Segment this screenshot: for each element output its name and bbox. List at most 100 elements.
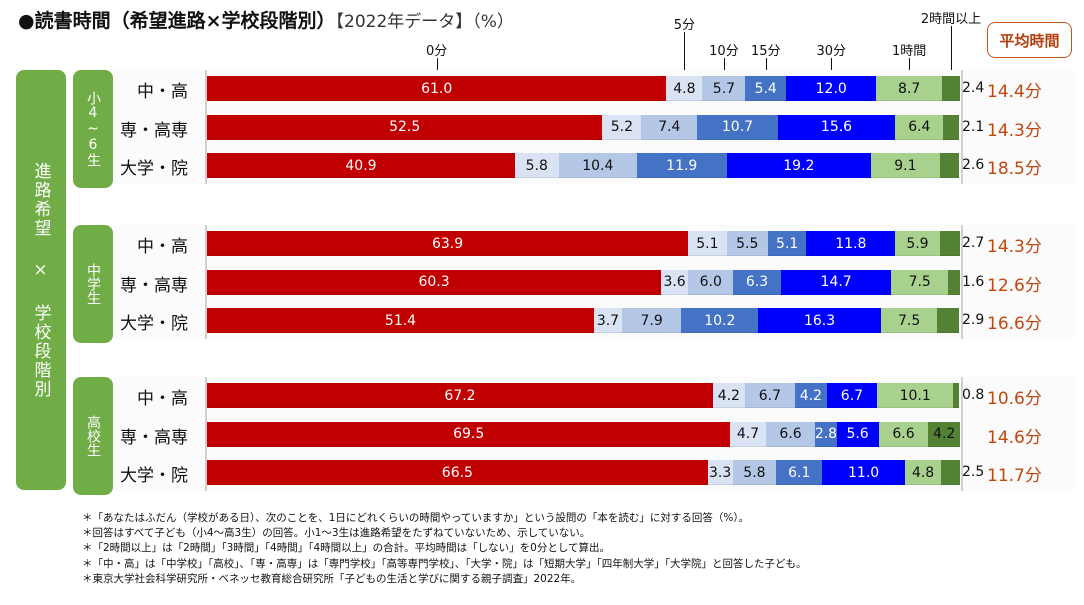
- bar-segment-1: 60.3: [207, 269, 662, 295]
- bar-segment-4: 2.8: [814, 421, 838, 447]
- row-label: 中・高: [137, 237, 188, 257]
- bar-segment-3: 7.9: [621, 308, 682, 333]
- data-label: 3.3: [709, 464, 732, 481]
- row-label: 中・高: [137, 389, 188, 409]
- data-label: 2.6: [962, 157, 985, 173]
- data-label: 16.3: [803, 312, 836, 329]
- legend-label: 0分: [426, 44, 448, 59]
- data-label: 40.9: [345, 157, 377, 174]
- bar-segment-6: 10.1: [877, 383, 954, 408]
- bar-segment-7: [939, 231, 960, 256]
- bar-segment-7: [939, 153, 960, 178]
- bar-segment-1: 69.5: [207, 421, 731, 447]
- bar-segment-2: 4.2: [713, 383, 745, 408]
- bar-segment-1: 63.9: [207, 231, 689, 256]
- bar-segment-5: 12.0: [786, 76, 877, 101]
- data-label: 2.5: [962, 464, 985, 480]
- row-label: 中・高: [137, 82, 188, 102]
- bar-segment-2: 3.6: [661, 269, 689, 295]
- group-label: 小4~6生: [73, 70, 113, 188]
- data-label: 2.9: [962, 312, 985, 328]
- bar-segment-6: 6.6: [878, 421, 929, 447]
- bar-segment-5: 15.6: [777, 114, 896, 140]
- average-time-value: 14.3分: [987, 120, 1042, 141]
- bar-segment-5: 6.7: [826, 383, 878, 408]
- bar-segment-3: 5.7: [702, 76, 746, 101]
- bar-segment-1: 67.2: [207, 383, 714, 408]
- data-label: 5.6: [846, 426, 869, 442]
- data-label: 61.0: [421, 80, 453, 97]
- bar-segment-1: 66.5: [207, 460, 708, 485]
- bar-segment-4: 6.3: [733, 269, 781, 295]
- bar-segment-7: [947, 269, 960, 295]
- bar-segment-3: 10.4: [558, 153, 637, 178]
- average-time-value: 12.6分: [987, 275, 1042, 296]
- bar-segment-7: [941, 460, 960, 485]
- row-label: 大学・院: [120, 314, 188, 334]
- bar-segment-2: 5.8: [514, 153, 559, 178]
- data-label: 4.8: [911, 464, 935, 481]
- bar-segment-4: 11.9: [636, 153, 727, 178]
- legend-label: 2時間以上: [920, 12, 982, 27]
- axis-line: [961, 377, 963, 491]
- data-label: 5.9: [906, 235, 929, 252]
- data-label: 7.5: [898, 312, 921, 329]
- data-label: 8.7: [898, 80, 921, 97]
- data-label: 5.5: [736, 235, 759, 252]
- data-label: 6.6: [892, 426, 915, 442]
- data-label: 11.8: [835, 235, 867, 252]
- bar-segment-7: [953, 383, 960, 408]
- data-label: 4.2: [717, 387, 740, 404]
- average-time-value: 10.6分: [987, 389, 1042, 409]
- data-label: 2.8: [814, 426, 838, 442]
- data-label: 10.2: [704, 312, 736, 329]
- bar-segment-4: 10.7: [697, 114, 778, 140]
- bar-segment-5: 19.2: [726, 153, 872, 178]
- data-label: 4.8: [673, 80, 696, 97]
- legend-leader-line: [950, 26, 952, 82]
- bar-segment-1: 61.0: [207, 76, 667, 101]
- data-label: 5.8: [743, 464, 766, 481]
- row-label: 大学・院: [120, 159, 188, 179]
- bar-segment-2: 5.2: [602, 114, 642, 140]
- data-label: 6.6: [779, 426, 802, 442]
- data-label: 6.4: [908, 119, 931, 135]
- bar-segment-3: 6.6: [765, 421, 816, 447]
- data-label: 60.3: [418, 274, 450, 290]
- bar-segment-4: 6.1: [776, 460, 823, 485]
- data-label: 6.7: [840, 387, 864, 404]
- footnote: ＊「2時間以上」は「2時間」「3時間」「4時間」「4時間以上」の合計。平均時間は…: [82, 542, 611, 555]
- data-label: 14.7: [820, 274, 852, 290]
- data-label: 10.1: [899, 387, 931, 404]
- bar-segment-6: 5.9: [895, 231, 940, 256]
- legend-label: 15分: [750, 44, 781, 59]
- data-label: 5.1: [776, 235, 799, 252]
- axis-line: [205, 70, 207, 184]
- data-label: 5.7: [712, 80, 736, 97]
- bar-segment-4: 10.2: [681, 308, 759, 333]
- data-label: 6.0: [699, 274, 722, 290]
- average-time-value: 18.5分: [987, 159, 1042, 179]
- legend-label: 30分: [816, 44, 847, 59]
- bar-segment-1: 40.9: [207, 153, 515, 178]
- data-label: 3.7: [596, 312, 620, 329]
- group-label: 中学生: [73, 225, 113, 343]
- data-label: 0.8: [962, 387, 985, 403]
- axis-line: [961, 70, 963, 184]
- data-label: 4.7: [736, 426, 760, 442]
- outer-category-label: 進路希望 × 学校段階別: [16, 70, 66, 490]
- bar-segment-3: 5.5: [726, 231, 768, 256]
- data-label: 69.5: [453, 426, 485, 442]
- row-label: 専・高専: [120, 120, 188, 141]
- data-label: 4.2: [933, 426, 956, 442]
- bar-segment-4: 5.4: [745, 76, 787, 101]
- bar-segment-6: 9.1: [871, 153, 940, 178]
- bar-segment-2: 3.7: [594, 308, 622, 333]
- data-label: 2.1: [962, 118, 985, 135]
- data-label: 7.4: [658, 119, 681, 135]
- legend-label: 10分: [709, 44, 739, 59]
- bar-segment-1: 51.4: [207, 308, 595, 333]
- data-label: 63.9: [431, 235, 464, 252]
- footnote: ＊回答はすべて子ども（小4～高3生）の回答。小1～3生は進路希望をたずねていない…: [82, 527, 591, 540]
- axis-line: [205, 377, 207, 491]
